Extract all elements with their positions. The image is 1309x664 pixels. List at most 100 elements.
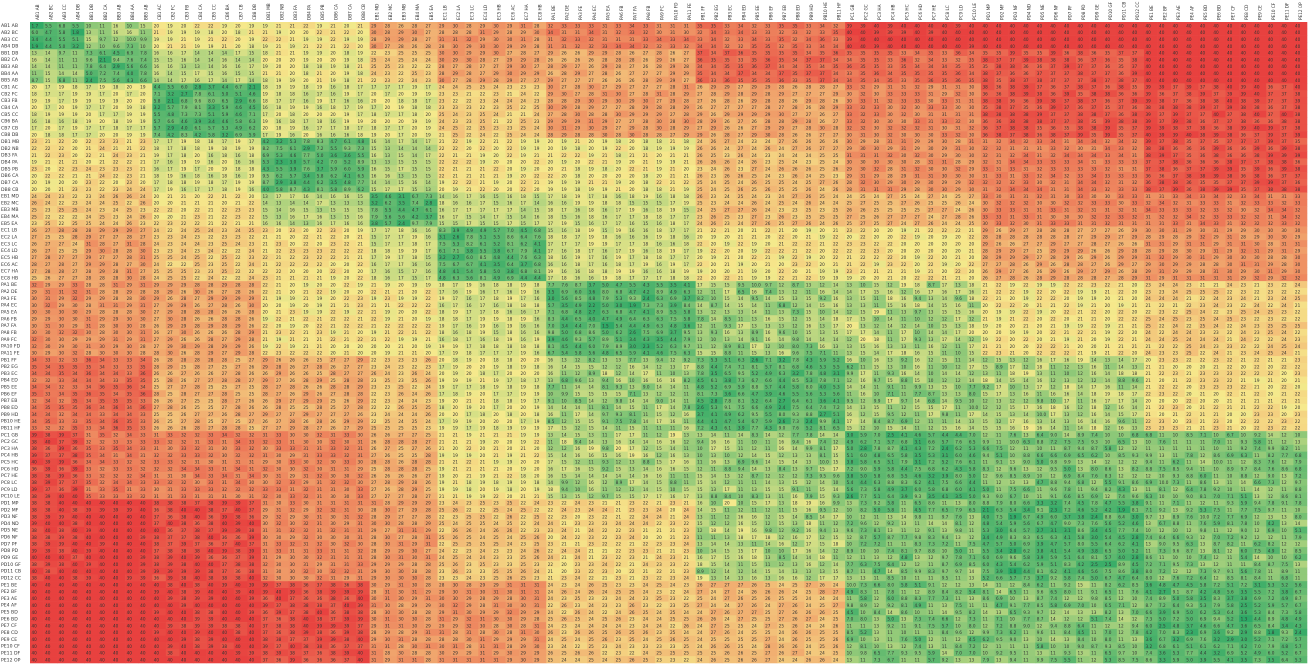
heatmap-cell [423,97,438,105]
heatmap-cell [559,76,574,84]
heatmap-cell [654,90,669,98]
cell-value-label: 23 [534,85,540,90]
heatmap-cell [586,76,601,84]
heatmap-cell [519,62,533,71]
heatmap-cell [1103,56,1118,64]
column-label: CB7 CB [239,4,244,20]
cell-value-label: 18 [262,98,268,103]
heatmap-cell [356,103,370,111]
cell-value-label: 20 [493,160,499,165]
cell-value-label: 19 [290,105,296,110]
heatmap-cell [1157,42,1172,50]
heatmap-cell [1266,76,1281,84]
heatmap-cell [858,42,873,50]
cell-value-label: 21 [181,44,187,49]
cell-value-label: 2.7 [181,92,188,97]
heatmap-cell [437,76,452,84]
cell-value-label: 31 [1132,153,1138,158]
heatmap-cell [111,42,126,50]
heatmap-cell [30,56,44,64]
cell-value-label: 3.3 [208,105,215,110]
cell-value-label: 37 [1050,64,1056,69]
heatmap-cell [383,76,398,84]
cell-value-label: 15 [371,187,377,192]
cell-value-label: 24 [493,98,499,103]
heatmap-cell [111,22,126,30]
cell-value-label: 17 [548,194,554,199]
cell-value-label: 36 [1295,160,1301,165]
cell-value-label: 27 [480,71,486,76]
cell-value-label: 35 [833,64,839,69]
cell-value-label: 25 [480,112,486,117]
heatmap-cell [57,35,72,43]
cell-value-label: 35 [1118,126,1124,131]
cell-value-label: 20 [330,112,336,117]
cell-value-label: 21 [521,112,527,117]
cell-value-label: 40 [1200,44,1206,49]
cell-value-label: 37 [1159,160,1165,165]
cell-value-label: 40 [1173,30,1179,35]
cell-value-label: 22 [453,180,459,185]
cell-value-label: 35 [874,57,880,62]
cell-value-label: 38 [1241,119,1247,124]
column-label: EB5 EA [429,5,434,20]
cell-value-label: 17 [385,187,391,192]
cell-value-label: 25 [398,57,404,62]
row-label: PA11 FE [1,350,20,356]
cell-value-label: 6.1 [208,92,215,97]
cell-value-label: 32 [561,37,567,42]
heatmap-cell [546,90,561,98]
cell-value-label: 17 [127,126,133,131]
cell-value-label: 32 [1132,146,1138,151]
heatmap-cell [97,42,112,50]
heatmap-cell [1266,35,1281,43]
cell-value-label: 40 [1145,64,1151,69]
heatmap-cell [1089,83,1104,91]
heatmap-cell [43,49,58,57]
heatmap-cell [858,103,873,111]
heatmap-cell [790,76,805,84]
heatmap-cell [478,49,493,57]
cell-value-label: 17 [235,51,241,56]
row-label: PE5 BD [1,610,18,616]
cell-value-label: 32 [656,44,662,49]
heatmap-cell [736,56,751,64]
cell-value-label: 16 [276,119,282,124]
cell-value-label: 15 [412,167,418,172]
heatmap-cell [872,103,887,111]
cell-value-label: 33 [765,30,771,35]
cell-value-label: 18 [222,153,228,158]
cell-value-label: 16 [385,173,391,178]
cell-value-label: 16 [317,105,323,110]
cell-value-label: 34 [1091,153,1097,158]
cell-value-label: 22 [398,78,404,83]
cell-value-label: 19 [290,126,296,131]
cell-value-label: 36 [833,51,839,56]
cell-value-label: 6.5 [222,98,229,103]
heatmap-cell [1048,28,1063,36]
heatmap-cell [288,62,303,71]
cell-value-label: 26 [548,71,554,76]
row-label: PC5 HC [1,460,18,466]
heatmap-cell [301,28,316,36]
cell-value-label: 26 [806,167,812,172]
cell-value-label: 22 [480,187,486,192]
cell-value-label: 24 [86,167,92,172]
heatmap-cell [627,90,642,98]
heatmap-cell [288,56,303,64]
heatmap-cell [1062,28,1077,36]
cell-value-label: 35 [1132,85,1138,90]
heatmap-cell [274,103,289,111]
cell-value-label: 4.5 [249,105,256,110]
heatmap-cell [220,56,235,64]
cell-value-label: 35 [1213,180,1219,185]
cell-value-label: 17 [330,126,336,131]
heatmap-cell [1184,103,1199,111]
cell-value-label: 22 [371,51,377,56]
cell-value-label: 19 [602,146,608,151]
heatmap-cell [1130,62,1145,71]
cell-value-label: 20 [629,160,635,165]
heatmap-cell [152,90,167,98]
heatmap-cell [709,76,724,84]
